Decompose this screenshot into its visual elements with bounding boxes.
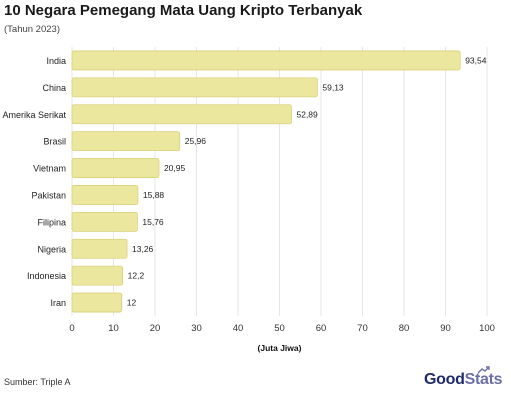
brand-logo: GoodStats	[424, 371, 503, 389]
bar	[71, 265, 124, 286]
chart-title: 10 Negara Pemegang Mata Uang Kripto Terb…	[4, 2, 363, 19]
data-label: 93,54	[465, 55, 487, 65]
bar	[71, 292, 123, 313]
data-label: 15,76	[142, 217, 164, 227]
data-label: 59,13	[322, 82, 344, 92]
bar	[71, 77, 318, 98]
category-label: Iran	[50, 298, 66, 308]
x-tick-label: 60	[316, 323, 327, 334]
x-tick-label: 0	[69, 323, 74, 334]
bar	[71, 185, 139, 205]
category-label: Vietnam	[33, 164, 66, 174]
x-tick-label: 40	[233, 323, 244, 334]
category-label: Pakistan	[31, 190, 66, 200]
data-label: 12,2	[128, 271, 145, 281]
data-label: 20,95	[164, 163, 186, 173]
bar	[71, 104, 292, 125]
data-label: 13,26	[132, 244, 154, 254]
source-note: Sumber: Triple A	[4, 377, 71, 387]
x-axis-label: (Juta Jiwa)	[258, 343, 302, 353]
data-label: 25,96	[185, 136, 207, 146]
x-tick-label: 100	[479, 323, 495, 334]
x-tick-label: 80	[399, 323, 410, 334]
x-tick-label: 90	[440, 323, 451, 334]
x-tick-label: 10	[108, 323, 119, 334]
brand-good: Good	[424, 371, 465, 388]
x-tick-label: 50	[274, 323, 285, 334]
category-label: Brasil	[43, 137, 66, 147]
data-label: 52,89	[296, 109, 318, 119]
category-label: India	[46, 56, 66, 66]
bar	[71, 211, 138, 232]
bar	[71, 131, 181, 152]
bar	[71, 158, 160, 178]
data-label: 12	[127, 298, 137, 308]
category-label: Amerika Serikat	[2, 110, 66, 120]
bar	[71, 50, 461, 71]
category-label: Filipina	[37, 217, 66, 227]
data-label: 15,88	[143, 190, 165, 200]
brand-stats: Stats	[464, 371, 503, 388]
bar	[71, 238, 128, 259]
category-label: China	[42, 83, 66, 93]
x-tick-label: 30	[191, 323, 202, 334]
category-label: Indonesia	[27, 271, 66, 281]
x-tick-label: 20	[150, 323, 161, 334]
chart-subtitle: (Tahun 2023)	[4, 24, 60, 35]
category-label: Nigeria	[37, 244, 66, 254]
trend-arrow-icon	[478, 366, 490, 374]
x-tick-label: 70	[357, 323, 368, 334]
